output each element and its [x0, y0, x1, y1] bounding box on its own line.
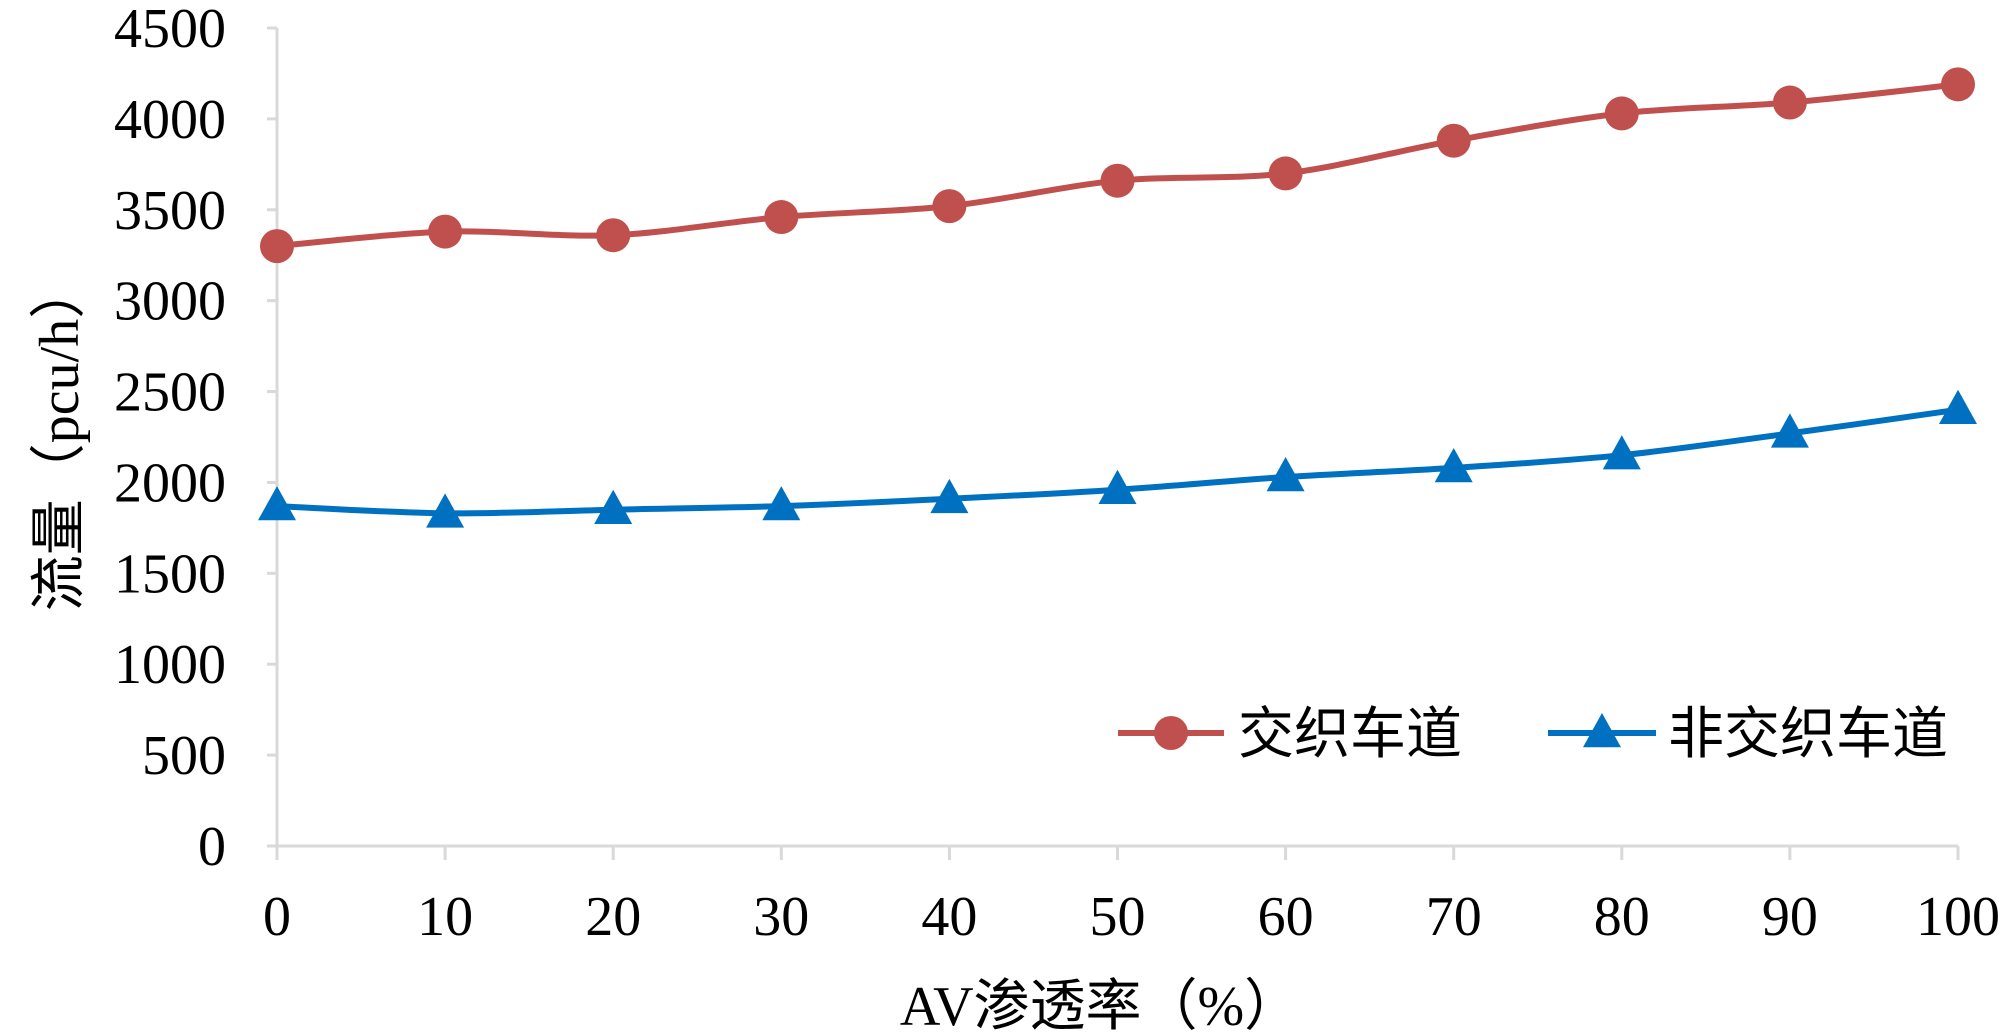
data-point-non-weaving [258, 486, 296, 521]
data-point-weaving [260, 229, 294, 264]
y-tick-label: 4500 [114, 0, 226, 60]
data-point-weaving [428, 214, 463, 249]
x-tick-label: 60 [1258, 886, 1314, 948]
data-point-non-weaving [930, 478, 969, 514]
data-point-non-weaving [1266, 457, 1305, 492]
data-point-weaving [1268, 156, 1303, 191]
y-tick-label: 3000 [114, 271, 226, 333]
x-tick-label: 10 [417, 886, 473, 948]
x-tick-label: 70 [1426, 886, 1482, 948]
legend-label-weaving: 交织车道 [1238, 702, 1462, 767]
y-tick-label: 2000 [114, 452, 226, 514]
y-tick-label: 2500 [114, 362, 226, 424]
data-point-non-weaving [1098, 469, 1137, 504]
data-point-weaving [1100, 163, 1135, 198]
x-axis-ticks: 0 10 20 30 40 50 60 70 80 90 100 [263, 846, 2000, 948]
x-axis-title: AV渗透率（%） [900, 976, 1300, 1036]
data-point-non-weaving [426, 493, 465, 528]
x-tick-label: 50 [1090, 886, 1146, 948]
x-tick-label: 30 [753, 886, 809, 948]
data-point-weaving [1772, 85, 1807, 120]
x-tick-label: 0 [263, 886, 291, 948]
y-axis-title: 流量（pcu/h） [29, 263, 91, 611]
data-point-weaving [1436, 123, 1471, 158]
y-tick-label: 4000 [114, 89, 226, 151]
x-tick-label: 100 [1916, 886, 2000, 948]
data-point-non-weaving [762, 486, 801, 521]
y-tick-label: 0 [198, 816, 226, 878]
series-weaving [260, 67, 1975, 264]
x-tick-label: 20 [585, 886, 641, 948]
y-axis-ticks: 0 500 1000 1500 2000 2500 3000 3500 4000 4500 [114, 0, 277, 878]
x-tick-label: 40 [921, 886, 977, 948]
data-point-weaving [764, 200, 799, 235]
data-point-weaving [596, 218, 631, 253]
x-tick-label: 80 [1594, 886, 1650, 948]
legend-marker-weaving [1154, 716, 1188, 750]
data-point-non-weaving [1434, 448, 1473, 483]
legend-marker-non-weaving [1583, 713, 1621, 748]
legend-label-non-weaving: 非交织车道 [1668, 702, 1948, 767]
legend-item-non-weaving: 非交织车道 [1548, 702, 1948, 767]
x-tick-label: 90 [1762, 886, 1818, 948]
data-point-non-weaving [1939, 389, 1977, 424]
legend-item-weaving: 交织车道 [1118, 702, 1462, 767]
data-point-non-weaving [594, 489, 633, 524]
data-point-weaving [1604, 96, 1639, 131]
y-tick-label: 1500 [114, 543, 226, 605]
y-tick-label: 3500 [114, 180, 226, 242]
data-point-weaving [1941, 67, 1975, 102]
series-layer [258, 67, 1977, 528]
series-non-weaving [258, 389, 1977, 528]
y-tick-label: 1000 [114, 634, 226, 696]
data-point-weaving [932, 189, 967, 224]
y-tick-label: 500 [142, 725, 226, 787]
legend: 交织车道 非交织车道 [1118, 702, 1948, 767]
data-point-non-weaving [1602, 435, 1641, 470]
data-point-non-weaving [1770, 413, 1809, 448]
